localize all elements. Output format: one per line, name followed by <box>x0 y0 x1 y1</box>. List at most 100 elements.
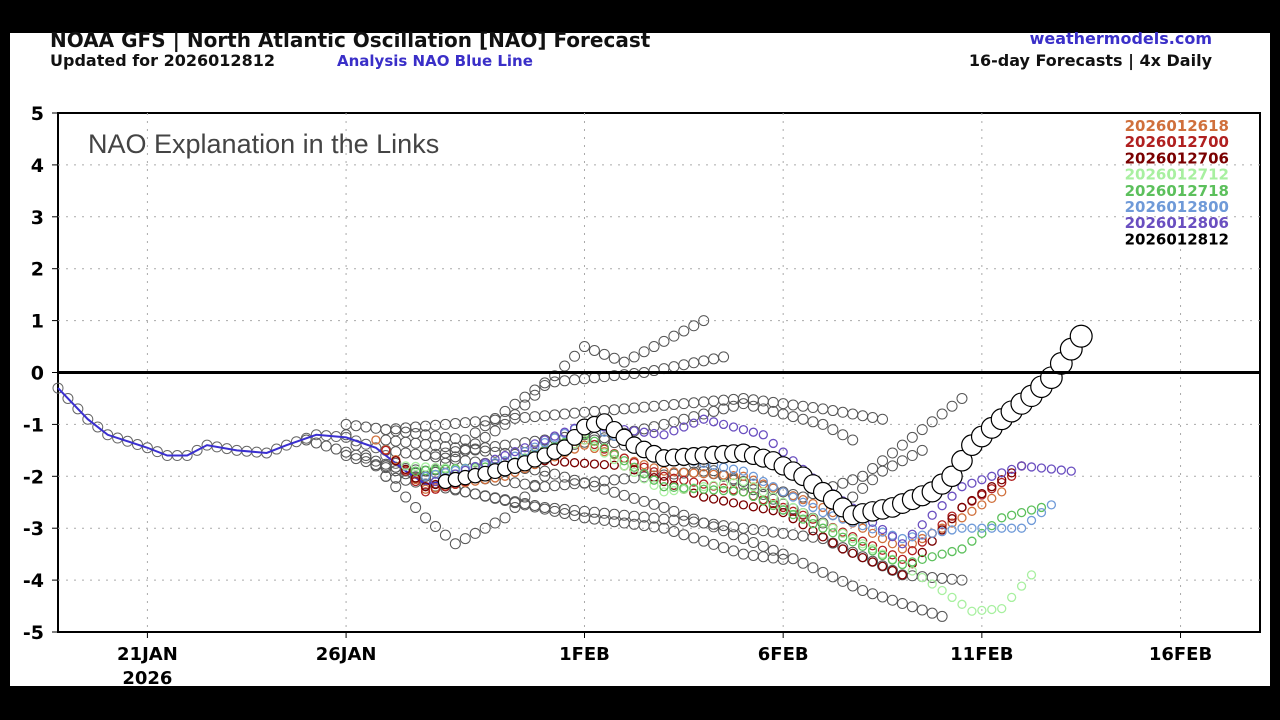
analysis-point <box>300 432 312 444</box>
series-point-2026012806 <box>887 531 898 542</box>
series-point-2026012806 <box>629 426 639 436</box>
ensemble-point <box>886 564 898 576</box>
series-point-2026012706 <box>609 460 619 470</box>
ensemble-point <box>509 398 521 410</box>
series-point-2026012806 <box>957 482 967 492</box>
series-point-2026012618 <box>987 493 997 504</box>
analysis-line <box>57 387 446 486</box>
series-point-2026012806 <box>977 475 987 485</box>
series-point-2026012800 <box>867 524 878 534</box>
series-point-2026012806 <box>510 446 520 457</box>
series-point-2026012618 <box>917 533 927 544</box>
series-point-2026012806 <box>718 419 729 430</box>
ensemble-point <box>469 527 481 539</box>
series-point-2026012706 <box>808 526 818 536</box>
analysis-point <box>112 432 124 444</box>
series-point-2026012718 <box>728 486 739 496</box>
series-point-2026012718 <box>699 484 709 494</box>
ensemble-point <box>956 392 968 404</box>
series-point-2026012712 <box>430 462 441 473</box>
ensemble-point <box>817 418 829 430</box>
series-point-2026012806 <box>530 439 540 449</box>
series-point-2026012800 <box>957 523 967 533</box>
series-point-2026012706 <box>738 500 749 510</box>
series-point-2026012718 <box>669 482 679 492</box>
site-link[interactable]: weathermodels.com <box>1029 29 1212 48</box>
series-point-2026012718 <box>1026 505 1037 515</box>
ensemble-point <box>718 403 730 415</box>
ensemble-point <box>956 574 968 586</box>
series-point-2026012806 <box>877 524 888 535</box>
series-point-2026012618 <box>808 498 818 509</box>
analysis-point <box>191 444 203 456</box>
ensemble-point <box>817 533 829 545</box>
series-point-2026012618 <box>877 533 888 544</box>
ensemble-point <box>549 370 561 382</box>
series-point-2026012712 <box>420 462 431 472</box>
ensemble-point <box>340 446 352 458</box>
series-point-2026012806 <box>778 447 788 457</box>
ensemble-point <box>668 330 680 342</box>
y-tick-label: -2 <box>23 466 44 488</box>
series-point-2026012806 <box>1016 461 1027 471</box>
updated-label: Updated for 2026012812 <box>50 51 275 70</box>
series-point-2026012706 <box>857 552 868 563</box>
series-point-2026012618 <box>977 500 987 510</box>
series-point-2026012718 <box>679 483 689 493</box>
series-point-2026012718 <box>639 469 649 479</box>
ensemble-point <box>877 591 889 603</box>
series-point-2026012618 <box>798 495 808 505</box>
x-tick-label: 11FEB <box>950 644 1013 665</box>
series-point-2026012706 <box>579 458 590 468</box>
series-point-2026012700 <box>699 479 709 489</box>
ensemble-point <box>588 344 600 356</box>
ensemble-point <box>658 418 670 430</box>
ensemble-point <box>857 482 869 494</box>
analysis-point <box>131 439 143 451</box>
series-point-2026012700 <box>659 471 669 481</box>
series-point-2026012712 <box>748 482 759 492</box>
series-point-2026012712 <box>589 441 600 452</box>
series-point-2026012718 <box>997 513 1007 523</box>
series-point-2026012706 <box>748 502 759 512</box>
series-point-2026012712 <box>758 487 768 497</box>
series-point-2026012806 <box>1026 462 1037 472</box>
y-tick-label: -5 <box>23 622 44 644</box>
series-point-2026012718 <box>589 436 600 446</box>
series-point-2026012706 <box>708 494 719 504</box>
series-point-2026012718 <box>599 443 610 453</box>
series-point-2026012800 <box>430 469 441 480</box>
series-point-2026012806 <box>708 417 719 427</box>
analysis-point <box>151 446 163 458</box>
series-point-2026012700 <box>997 477 1007 488</box>
series-point-2026012706 <box>788 514 798 524</box>
legend-entry-2026012700: 2026012700 <box>1125 133 1229 151</box>
series-point-2026012700 <box>629 458 639 468</box>
series-point-2026012706 <box>798 520 808 530</box>
ensemble-point <box>916 424 928 436</box>
ensemble-point <box>886 447 898 459</box>
ensemble-point <box>698 408 710 420</box>
ensemble-point <box>777 408 789 420</box>
series-point-2026012706 <box>559 457 570 467</box>
ensemble-point <box>499 405 511 417</box>
ensemble-point <box>896 455 908 467</box>
ensemble-point <box>847 474 859 486</box>
ensemble-point <box>628 351 640 363</box>
series-point-2026012718 <box>887 555 898 565</box>
series-point-2026012712 <box>1016 581 1027 591</box>
series-point-2026012712 <box>838 528 848 539</box>
ensemble-point <box>499 418 511 430</box>
series-point-2026012800 <box>728 464 739 474</box>
series-point-2026012706 <box>410 473 421 483</box>
series-point-2026012712 <box>649 480 659 491</box>
ensemble-point <box>499 512 511 524</box>
series-point-2026012800 <box>758 476 768 487</box>
series-point-2026012800 <box>927 528 937 539</box>
ensemble-point <box>360 450 372 462</box>
series-point-2026012800 <box>828 511 838 521</box>
analysis-point <box>290 436 302 448</box>
ensemble-point <box>519 391 531 403</box>
ensemble-point <box>737 398 749 410</box>
series-point-2026012700 <box>907 546 917 556</box>
